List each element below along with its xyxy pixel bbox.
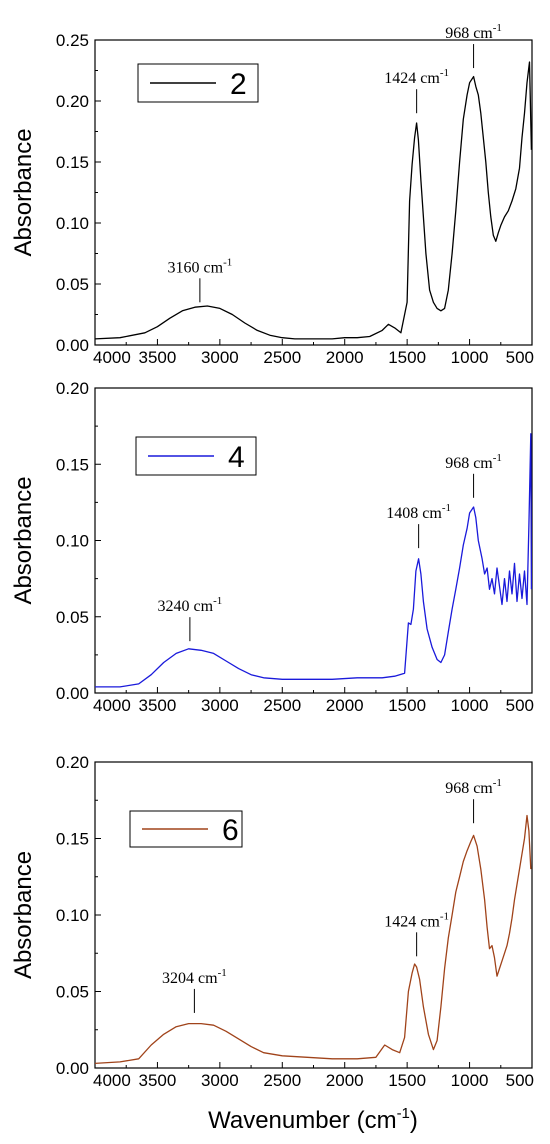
x-tick-label: 500: [506, 1071, 534, 1090]
x-tick-label: 3500: [139, 348, 177, 367]
x-tick-label: 3500: [139, 1071, 177, 1090]
x-tick-label: 1500: [388, 348, 426, 367]
x-tick-label: 4000: [93, 1071, 131, 1090]
y-tick-label: 0.10: [56, 906, 89, 925]
y-tick-label: 0.15: [56, 153, 89, 172]
peak-label: 3240 cm-1: [158, 595, 223, 615]
x-tick-label: 4000: [93, 696, 131, 715]
x-axis-title-main: Wavenumber (cm: [208, 1107, 396, 1134]
peak-label: 1424 cm-1: [384, 67, 449, 87]
spectrum-line: [94, 61, 533, 340]
peak-label: 3204 cm-1: [162, 967, 227, 987]
peak-label: 1408 cm-1: [386, 502, 451, 522]
x-tick-label: 2500: [263, 1071, 301, 1090]
legend-label: 4: [228, 441, 245, 474]
x-tick-label: 3000: [201, 696, 239, 715]
plot-frame: [94, 387, 533, 694]
x-tick-label: 2500: [263, 696, 301, 715]
x-tick-label: 2000: [326, 696, 364, 715]
x-tick-label: 1500: [388, 696, 426, 715]
x-tick-label: 3500: [139, 696, 177, 715]
y-tick-label: 0.05: [56, 983, 89, 1002]
y-axis-title: Absorbance: [10, 851, 37, 979]
plot-frame: [94, 761, 533, 1069]
x-tick-label: 1000: [451, 1071, 489, 1090]
spectrum-line: [95, 433, 533, 688]
x-tick-label: 4000: [93, 348, 131, 367]
y-axis-title: Absorbance: [10, 128, 37, 256]
y-tick-label: 0.00: [56, 1059, 89, 1078]
x-tick-label: 2000: [326, 348, 364, 367]
y-tick-label: 0.15: [56, 455, 89, 474]
panel-spectrum-6: 0.00 0.05 0.10 0.15 0.20 4000 3500 3000 2500 2000…: [10, 753, 534, 1090]
y-tick-label: 0.20: [56, 753, 89, 772]
x-tick-label: 3000: [201, 348, 239, 367]
x-tick-label: 1500: [388, 1071, 426, 1090]
x-tick-label: 3000: [201, 1071, 239, 1090]
y-axis-title: Absorbance: [10, 476, 37, 604]
peak-label: 968 cm-1: [445, 777, 502, 797]
panel-spectrum-4: 0.00 0.05 0.10 0.15 0.20 4000 3500 3000 2500 2000…: [10, 379, 534, 715]
x-axis-title-end: ): [410, 1107, 418, 1134]
y-tick-label: 0.25: [56, 31, 89, 50]
y-tick-label: 0.00: [56, 684, 89, 703]
x-tick-label: 1000: [451, 348, 489, 367]
x-axis-title: Wavenumber (cm-1): [208, 1105, 418, 1134]
y-tick-label: 0.10: [56, 214, 89, 233]
y-tick-label: 0.15: [56, 830, 89, 849]
y-tick-label: 0.00: [56, 336, 89, 355]
x-tick-label: 1000: [451, 696, 489, 715]
peak-label: 3160 cm-1: [168, 256, 233, 276]
peak-label: 1424 cm-1: [384, 910, 449, 930]
legend-label: 2: [230, 68, 247, 101]
y-tick-label: 0.20: [56, 92, 89, 111]
y-tick-label: 0.05: [56, 608, 89, 627]
peak-label: 968 cm-1: [445, 452, 502, 472]
x-tick-label: 2000: [326, 1071, 364, 1090]
x-tick-label: 500: [506, 348, 534, 367]
peak-label: 968 cm-1: [445, 22, 502, 42]
x-tick-label: 500: [506, 696, 534, 715]
y-tick-label: 0.10: [56, 532, 89, 551]
x-axis-title-sup: -1: [397, 1105, 410, 1122]
spectrum-line: [94, 814, 532, 1065]
y-tick-label: 0.05: [56, 275, 89, 294]
legend-label: 6: [222, 814, 239, 847]
x-tick-label: 2500: [263, 348, 301, 367]
y-tick-label: 0.20: [56, 379, 89, 398]
